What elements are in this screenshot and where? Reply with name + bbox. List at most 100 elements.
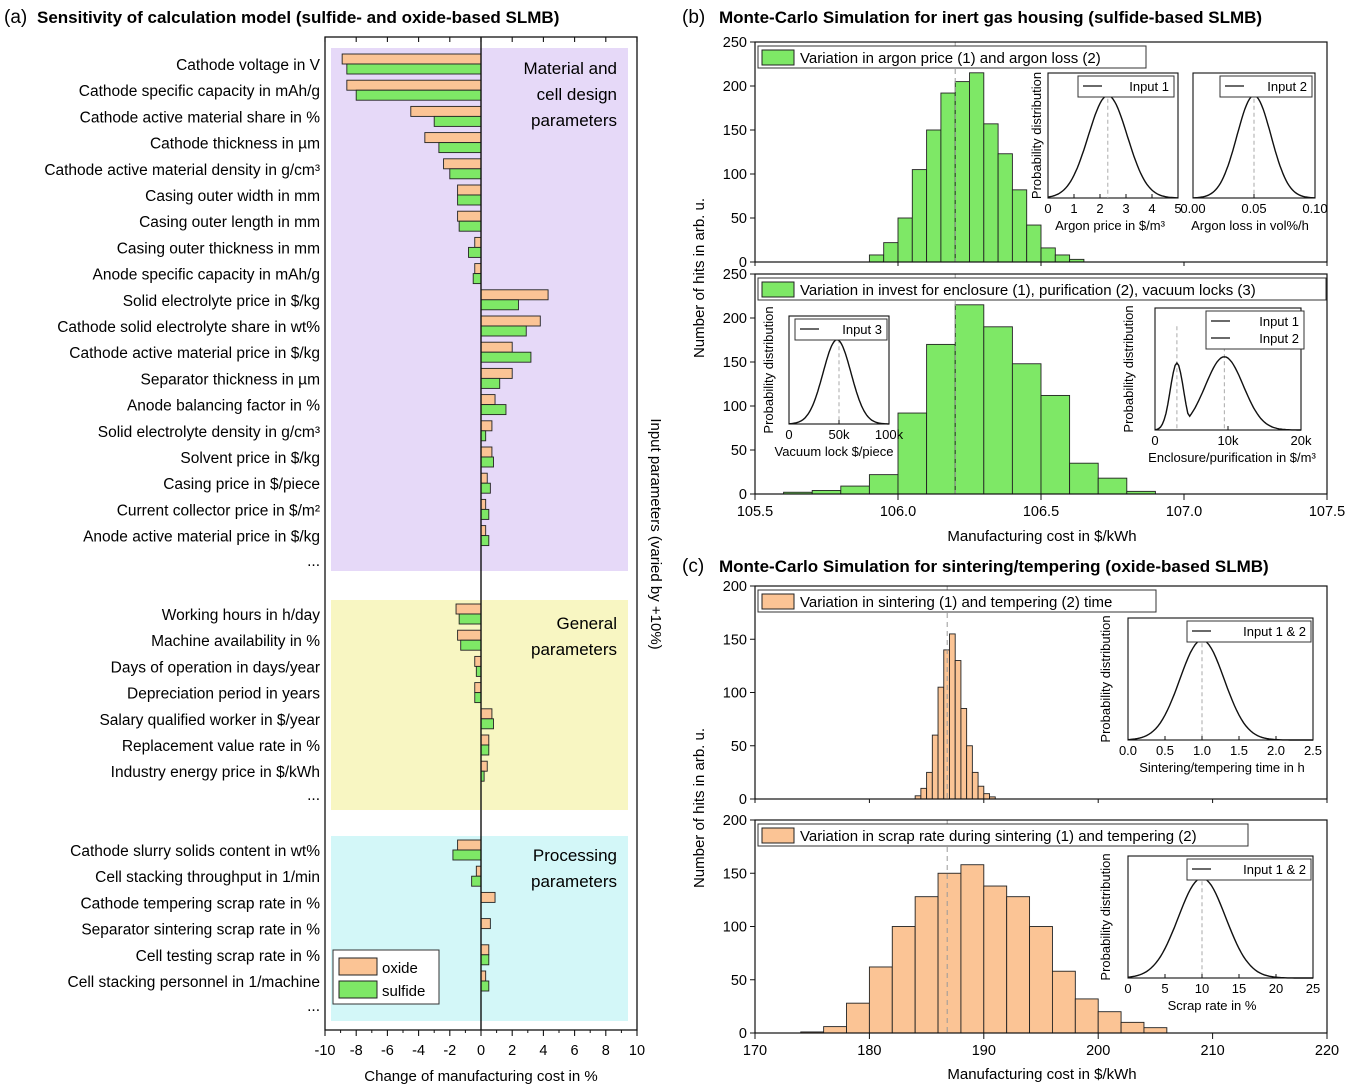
inset-x-title: Sintering/tempering time in h: [1139, 760, 1304, 775]
inset-tick-label: 100k: [875, 427, 904, 442]
category-label: Cell stacking personnel in 1/machine: [68, 974, 320, 991]
inset-legend-label: Input 1: [1129, 79, 1169, 94]
bar-oxide: [410, 105, 482, 117]
category-label: Casing outer width in mm: [145, 188, 320, 205]
bar-oxide: [475, 865, 482, 877]
inset-enclosure: 0 10k 20k Enclosure/purification in $/m³ Inp…: [1121, 305, 1316, 465]
histogram-bar: [1054, 254, 1071, 263]
x-axis-title-c: Manufacturing cost in $/kWh: [947, 1066, 1136, 1083]
histogram-bar: [983, 326, 1013, 495]
x-tick-label-a: -4: [412, 1043, 425, 1059]
category-label: Separator sintering scrap rate in %: [81, 922, 320, 939]
legend-swatch: [761, 827, 795, 844]
category-label: Days of operation in days/year: [111, 659, 320, 676]
histogram-bar: [914, 896, 939, 1034]
y-tick-label: 200: [723, 79, 747, 95]
inset-x-title: Scrap rate in %: [1168, 998, 1257, 1013]
legend-box: [757, 277, 1327, 301]
ellipsis-label: ...: [307, 787, 320, 804]
bar-oxide: [480, 394, 496, 406]
legend-a: oxide sulfide: [332, 949, 440, 1005]
bar-oxide: [341, 53, 482, 65]
category-label: Cathode active material density in g/cm³: [44, 162, 320, 179]
inset-tick-label: 0: [1151, 433, 1158, 448]
histogram-bar: [960, 708, 968, 800]
histogram-bar: [1040, 394, 1071, 495]
bar-oxide: [480, 760, 488, 772]
inset-legend-label: Input 1: [1259, 314, 1299, 329]
inset-tick-label: 1.5: [1230, 743, 1248, 758]
histogram-bar: [937, 872, 962, 1034]
histogram-bar: [971, 771, 979, 800]
y-tick-label: 100: [723, 920, 747, 936]
bar-oxide: [424, 132, 482, 144]
inset-tick-label: 5: [1174, 201, 1181, 216]
category-label: Current collector price in $/m²: [117, 502, 320, 519]
histogram-bar: [954, 660, 962, 800]
group-label-material: parameters: [531, 111, 617, 130]
bar-sulfide: [480, 351, 532, 363]
category-label: Separator thickness in µm: [140, 371, 320, 388]
bar-sulfide: [458, 613, 482, 625]
category-label: Solid electrolyte density in g/cm³: [98, 424, 320, 441]
sensitivity-chart: Material and cell design parameters General…: [44, 36, 664, 1085]
inset-tick-label: 0: [1124, 981, 1131, 996]
bar-sulfide: [346, 63, 482, 75]
y-tick-label: 100: [723, 399, 747, 415]
bar-sulfide: [480, 535, 490, 547]
inset-vacuum-lock: 0 50k 100k Vacuum lock $/piece Input 3 Probab…: [761, 306, 904, 459]
x-tick-label: 107.0: [1166, 504, 1202, 520]
histogram-bar: [823, 1026, 847, 1034]
y-tick-label: 100: [723, 686, 747, 702]
y-tick-label: 0: [739, 487, 747, 503]
bar-oxide: [457, 210, 482, 222]
inset-tick-label: 20k: [1291, 433, 1312, 448]
group-label-processing: parameters: [531, 872, 617, 891]
bar-sulfide: [480, 718, 494, 730]
inset-argon-loss: 0.00 0.05 0.10 Argon loss in vol%/h Input 2: [1180, 72, 1328, 233]
inset-curve: [1047, 94, 1178, 199]
group-label-processing: Processing: [533, 846, 617, 865]
bar-sulfide: [474, 692, 482, 704]
histogram-bar: [1011, 189, 1028, 263]
bar-oxide: [480, 734, 490, 746]
inset-curve: [1154, 356, 1301, 431]
bar-oxide: [480, 341, 513, 353]
bar-oxide: [457, 629, 482, 641]
inset-legend-label: Input 2: [1267, 79, 1307, 94]
histogram-bar: [1097, 1011, 1122, 1034]
inset-tick-label: 20: [1269, 981, 1283, 996]
legend-label: Variation in invest for enclosure (1), p…: [800, 282, 1256, 299]
legend-label: Variation in scrap rate during sintering…: [800, 828, 1197, 845]
category-label: Solid electrolyte price in $/kg: [123, 293, 320, 310]
histogram-bar: [920, 787, 928, 800]
histogram-bar: [1074, 998, 1099, 1034]
inset-tick-label: 0.0: [1119, 743, 1137, 758]
legend-label: Variation in sintering (1) and tempering…: [800, 594, 1112, 611]
y-tick-label: 50: [731, 211, 747, 227]
histogram-bar: [926, 771, 933, 800]
histogram-bar: [891, 926, 916, 1034]
inset-tick-label: 25: [1306, 981, 1320, 996]
histogram-bar: [983, 885, 1008, 1034]
y-tick-label: 150: [723, 632, 747, 648]
bar-sulfide: [472, 273, 482, 285]
inset-tick-label: 1: [1070, 201, 1077, 216]
inset-tick-label: 50k: [829, 427, 850, 442]
x-tick-label: 180: [857, 1043, 881, 1059]
ellipsis-label: ...: [307, 553, 320, 570]
x-tick-label-a: 8: [602, 1043, 610, 1059]
bar-oxide: [474, 263, 482, 275]
inset-tick-label: 0.05: [1241, 201, 1266, 216]
histogram-bar: [1029, 926, 1053, 1034]
x-axis-title-a: Change of manufacturing cost in %: [364, 1068, 597, 1085]
y-tick-label: 50: [731, 443, 747, 459]
x-tick-label: 190: [972, 1043, 996, 1059]
category-label: Casing outer length in mm: [139, 214, 320, 231]
category-label: Cathode thickness in µm: [150, 136, 320, 153]
bar-oxide: [457, 839, 482, 851]
inset-tick-label: 0.00: [1180, 201, 1205, 216]
legend-oxide-label: oxide: [382, 960, 418, 977]
histogram-bar: [1051, 970, 1076, 1034]
